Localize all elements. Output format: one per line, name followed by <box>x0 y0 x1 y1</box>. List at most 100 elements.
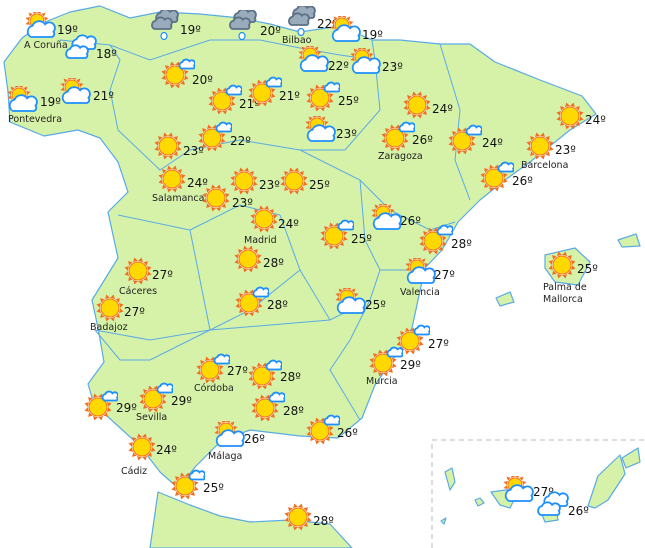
rain-icon <box>226 8 260 41</box>
sun-behind-cloud-icon <box>5 83 39 116</box>
sun-icon <box>121 256 155 286</box>
temperature: 24º <box>482 136 503 150</box>
temperature: 23º <box>336 127 357 141</box>
cloudy-icon <box>63 34 97 64</box>
temperature: 27º <box>124 305 145 319</box>
sun-icon <box>151 131 185 161</box>
temperature: 28º <box>267 298 288 312</box>
sun-small-cloud-icon <box>248 359 283 390</box>
temperature: 22º <box>230 134 251 148</box>
sun-icon <box>247 204 281 234</box>
temperature: 19º <box>180 23 201 37</box>
canary-la-gomera <box>474 497 485 507</box>
sun-small-cloud-icon <box>480 161 515 192</box>
sun-behind-cloud-icon <box>369 201 403 234</box>
sun-behind-cloud-icon <box>348 45 382 78</box>
city-label: A Coruña <box>24 40 68 51</box>
temperature: 24º <box>278 217 299 231</box>
temperature: 20º <box>260 24 281 38</box>
temperature: 24º <box>187 176 208 190</box>
canary-fuerteventura <box>587 454 626 509</box>
city-label: Málaga <box>208 451 243 462</box>
menorca <box>617 233 641 248</box>
sun-behind-cloud-icon <box>501 473 535 506</box>
sun-behind-cloud-icon <box>303 113 337 146</box>
sun-icon <box>400 90 434 120</box>
sun-small-cloud-icon <box>84 390 119 421</box>
canary-la-palma <box>444 467 456 491</box>
temperature: 28º <box>263 256 284 270</box>
sun-icon <box>523 131 557 161</box>
temperature: 28º <box>451 237 472 251</box>
sun-behind-cloud-icon <box>58 75 92 108</box>
sun-small-cloud-icon <box>306 414 341 445</box>
sun-small-cloud-icon <box>306 81 341 112</box>
sun-small-cloud-icon <box>248 76 283 107</box>
sun-icon <box>277 166 311 196</box>
city-label: Murcia <box>366 376 398 387</box>
city-label: Cádiz <box>121 466 148 477</box>
temperature: 23º <box>555 143 576 157</box>
sun-icon <box>545 250 579 280</box>
city-label: Bilbao <box>282 35 312 46</box>
rain-icon <box>285 4 319 37</box>
temperature: 23º <box>232 196 253 210</box>
temperature: 22º <box>328 59 349 73</box>
sun-small-cloud-icon <box>196 353 231 384</box>
sun-icon <box>231 244 265 274</box>
sun-behind-cloud-icon <box>296 43 330 76</box>
sun-icon <box>199 183 233 213</box>
sun-behind-cloud-icon <box>328 13 362 46</box>
temperature: 25º <box>577 262 598 276</box>
temperature: 28º <box>283 404 304 418</box>
cloudy-icon <box>535 491 569 521</box>
sun-icon <box>281 502 315 532</box>
sun-behind-cloud-icon <box>403 255 437 288</box>
sun-small-cloud-icon <box>419 224 454 255</box>
city-label: Madrid <box>244 235 277 246</box>
city-label: Zaragoza <box>378 151 423 162</box>
sun-small-cloud-icon <box>396 324 431 355</box>
sun-small-cloud-icon <box>208 84 243 115</box>
temperature: 29º <box>171 394 192 408</box>
temperature: 27º <box>152 268 173 282</box>
temperature: 24º <box>585 113 606 127</box>
temperature: 25º <box>351 232 372 246</box>
canary-inset-frame <box>431 439 645 548</box>
sun-small-cloud-icon <box>251 391 286 422</box>
sun-icon <box>227 166 261 196</box>
sun-small-cloud-icon <box>448 124 483 155</box>
sun-small-cloud-icon <box>235 286 270 317</box>
sun-small-cloud-icon <box>161 58 196 89</box>
temperature: 28º <box>280 370 301 384</box>
city-label: Córdoba <box>194 383 234 394</box>
temperature: 23º <box>382 60 403 74</box>
sun-icon <box>93 293 127 323</box>
sun-behind-cloud-icon <box>333 285 367 318</box>
sun-behind-cloud-icon <box>23 9 57 42</box>
temperature: 27º <box>434 268 455 282</box>
sun-small-cloud-icon <box>381 121 416 152</box>
temperature: 27º <box>428 337 449 351</box>
canary-lanzarote <box>621 447 641 469</box>
sun-small-cloud-icon <box>198 121 233 152</box>
temperature: 29º <box>116 401 137 415</box>
city-label: Palma de Mallorca <box>543 282 587 305</box>
temperature: 21º <box>279 89 300 103</box>
sun-small-cloud-icon <box>369 346 404 377</box>
ibiza <box>495 291 515 307</box>
sun-small-cloud-icon <box>139 382 174 413</box>
temperature: 23º <box>183 144 204 158</box>
sun-small-cloud-icon <box>320 219 355 250</box>
city-label: Badajoz <box>90 322 128 333</box>
temperature: 21º <box>93 89 114 103</box>
temperature: 19º <box>57 23 78 37</box>
temperature: 26º <box>512 174 533 188</box>
temperature: 25º <box>338 94 359 108</box>
north-africa-coast <box>149 491 353 548</box>
temperature: 19º <box>362 28 383 42</box>
city-label: Valencia <box>400 287 440 298</box>
city-label: Pontevedra <box>8 114 63 125</box>
temperature: 26º <box>337 426 358 440</box>
